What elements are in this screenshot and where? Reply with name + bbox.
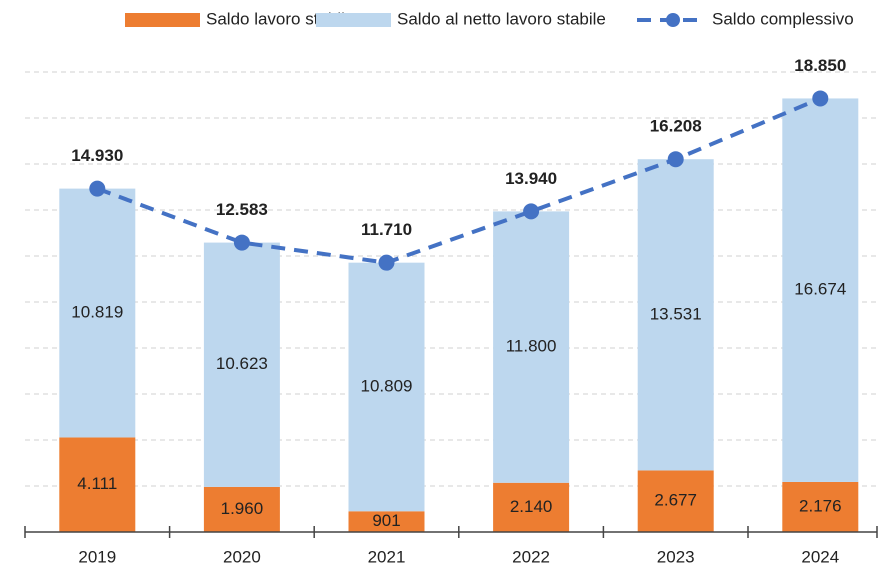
total-label: 13.940 bbox=[505, 169, 557, 188]
bar-segment bbox=[637, 470, 714, 532]
line-point bbox=[378, 254, 395, 271]
x-tick-label: 2019 bbox=[78, 547, 116, 566]
x-tick-label: 2024 bbox=[801, 547, 839, 566]
data-label: 1.960 bbox=[221, 499, 264, 518]
legend-label: Saldo al netto lavoro stabile bbox=[397, 9, 606, 28]
data-label: 901 bbox=[372, 511, 400, 530]
legend-swatch bbox=[316, 13, 391, 27]
x-tick-label: 2021 bbox=[368, 547, 406, 566]
data-label: 11.800 bbox=[506, 337, 557, 356]
bar-segment bbox=[493, 211, 570, 483]
data-label: 10.819 bbox=[71, 303, 123, 322]
data-label: 13.531 bbox=[650, 304, 702, 323]
line bbox=[96, 96, 822, 265]
total-label: 16.208 bbox=[650, 117, 702, 136]
bar-segment bbox=[348, 262, 425, 512]
x-tick-label: 2022 bbox=[512, 547, 550, 566]
data-label: 4.111 bbox=[77, 474, 117, 493]
bar-segment bbox=[348, 511, 425, 532]
data-label: 10.809 bbox=[361, 376, 413, 395]
data-label: 2.176 bbox=[799, 496, 842, 515]
data-label: 2.677 bbox=[654, 491, 697, 510]
bar-segment bbox=[59, 437, 136, 532]
line-point bbox=[523, 203, 540, 220]
bar-segment bbox=[203, 242, 280, 487]
legend-label: Saldo complessivo bbox=[712, 9, 854, 28]
line-point bbox=[667, 151, 684, 168]
line-point bbox=[812, 90, 829, 107]
total-label: 12.583 bbox=[216, 200, 268, 219]
line-point bbox=[233, 234, 250, 251]
data-label: 10.623 bbox=[216, 354, 268, 373]
total-label: 11.710 bbox=[361, 220, 412, 239]
x-tick-label: 2023 bbox=[657, 547, 695, 566]
legend-swatch bbox=[125, 13, 200, 27]
line-point bbox=[89, 180, 106, 197]
legend-marker bbox=[666, 13, 680, 27]
total-label: 14.930 bbox=[71, 146, 123, 165]
bar-segment bbox=[493, 482, 570, 532]
x-tick-label: 2020 bbox=[223, 547, 261, 566]
bar-segment bbox=[782, 98, 859, 482]
bar-segment bbox=[782, 481, 859, 532]
data-label: 16.674 bbox=[794, 280, 846, 299]
data-label: 2.140 bbox=[510, 497, 553, 516]
total-label: 18.850 bbox=[794, 56, 846, 75]
bar-segment bbox=[59, 188, 136, 438]
bar-segment bbox=[203, 486, 280, 532]
bar-segment bbox=[637, 159, 714, 471]
